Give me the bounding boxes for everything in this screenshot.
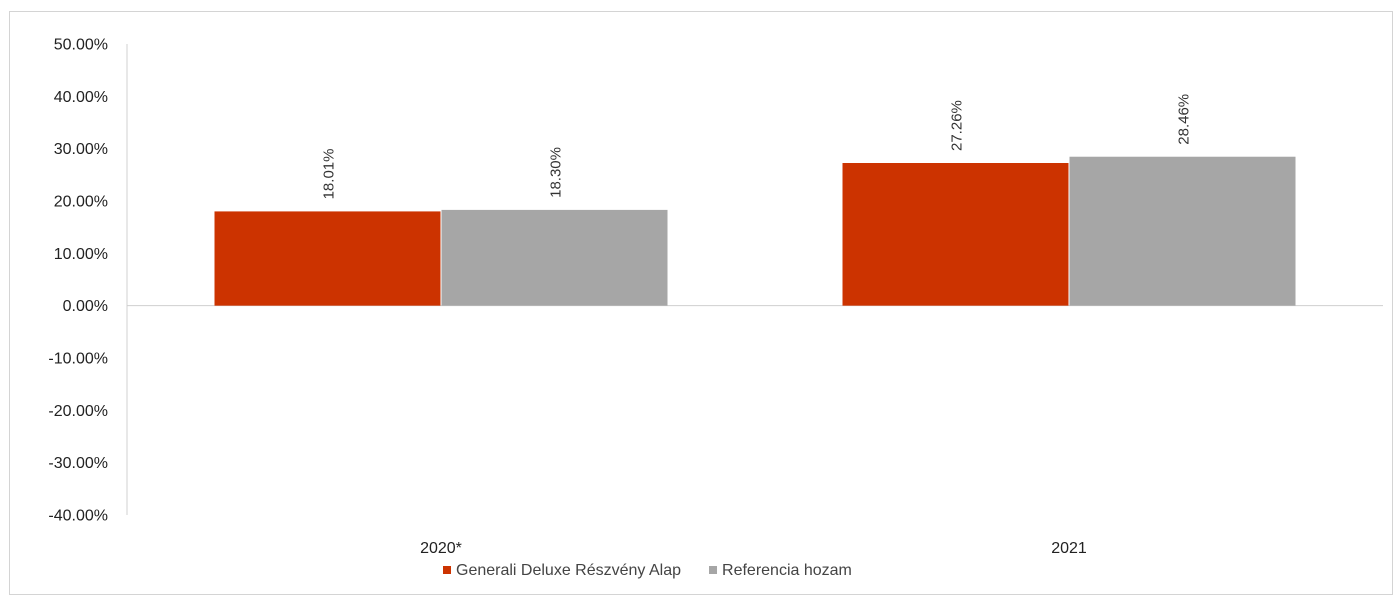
data-label: 28.46% xyxy=(1176,94,1193,145)
bars xyxy=(214,156,1296,306)
legend-label: Referencia hozam xyxy=(722,562,852,579)
y-tick-label: -30.00% xyxy=(48,455,108,472)
data-label: 18.30% xyxy=(548,147,565,198)
x-axis: 2020* 2021 xyxy=(420,540,1087,557)
y-tick-label: 10.00% xyxy=(54,246,108,263)
legend-swatch xyxy=(709,566,718,574)
bar xyxy=(214,211,441,306)
bar xyxy=(1069,156,1296,306)
bar xyxy=(441,209,668,306)
data-label: 18.01% xyxy=(321,149,338,200)
data-labels: 18.01% 18.30% 27.26% 28.46% xyxy=(321,94,1193,200)
y-tick-label: 30.00% xyxy=(54,141,108,158)
legend: Generali Deluxe Részvény Alap Referencia … xyxy=(443,562,852,579)
y-tick-label: 40.00% xyxy=(54,89,108,106)
y-tick-label: 50.00% xyxy=(54,37,108,54)
y-tick-label: 0.00% xyxy=(63,298,108,315)
x-tick-label: 2021 xyxy=(1051,540,1087,557)
y-tick-label: -10.00% xyxy=(48,351,108,368)
legend-swatch xyxy=(443,566,451,574)
data-label: 27.26% xyxy=(949,100,966,151)
x-tick-label: 2020* xyxy=(420,540,462,557)
y-tick-label: -20.00% xyxy=(48,403,108,420)
bar xyxy=(842,163,1069,306)
y-tick-label: 20.00% xyxy=(54,194,108,211)
legend-label: Generali Deluxe Részvény Alap xyxy=(456,562,681,579)
y-tick-label: -40.00% xyxy=(48,508,108,525)
